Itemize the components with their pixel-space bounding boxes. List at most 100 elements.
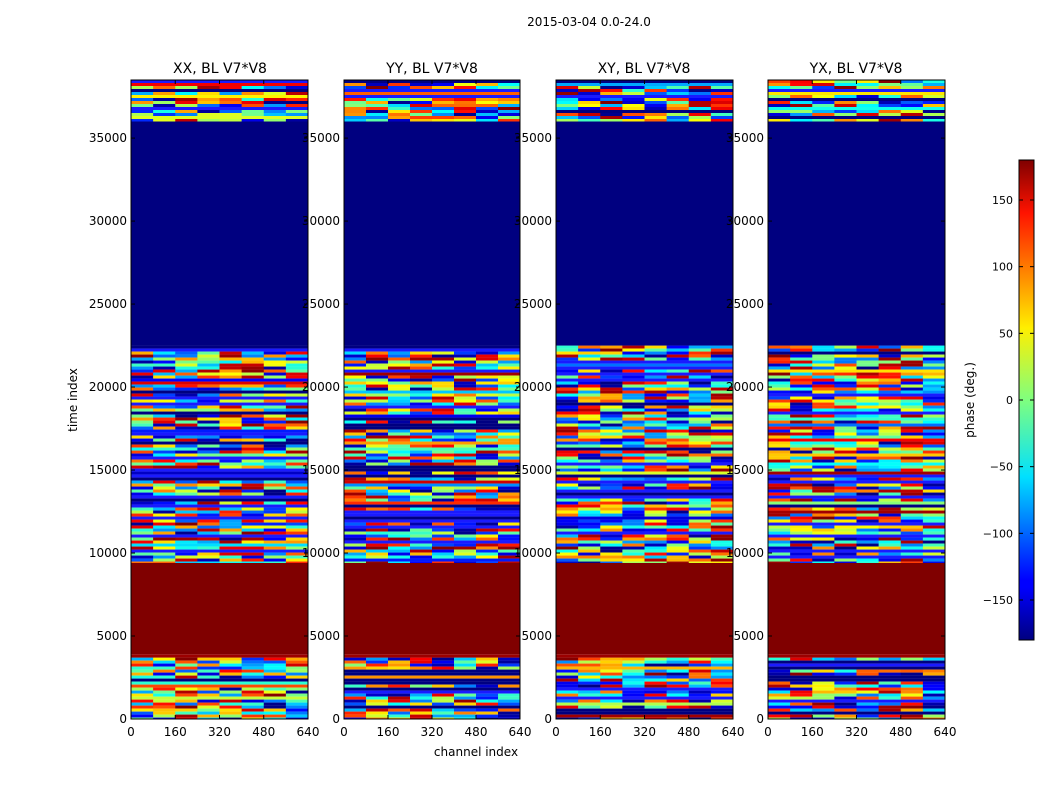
heatmap-cell (131, 369, 154, 373)
heatmap-cell (344, 107, 367, 110)
heatmap-cell (476, 86, 499, 89)
heatmap-cell (834, 119, 857, 122)
heatmap-cell (790, 363, 813, 367)
heatmap-cell (812, 492, 835, 496)
heatmap-cell (197, 705, 220, 709)
heatmap-cell (219, 702, 243, 706)
heatmap-cell (622, 675, 645, 679)
heatmap-cell (476, 702, 499, 706)
y-tick-label: 30000 (89, 214, 127, 228)
heatmap-cell (366, 666, 389, 670)
heatmap-cell (856, 459, 880, 463)
heatmap-row (131, 471, 308, 475)
heatmap-cell (366, 86, 389, 89)
heatmap-cell (241, 399, 265, 403)
heatmap-cell (834, 396, 857, 400)
heatmap-cell (768, 363, 791, 367)
panel-title-yx: YX, BL V7*V8 (809, 61, 903, 77)
heatmap-cell (768, 402, 791, 406)
heatmap-cell (366, 495, 389, 499)
heatmap-cell (600, 525, 623, 529)
heatmap-cell (454, 714, 477, 718)
heatmap-cell (498, 555, 521, 559)
heatmap-cell (710, 384, 734, 388)
heatmap-cell (498, 393, 521, 397)
heatmap-cell (856, 375, 880, 379)
heatmap-row (344, 675, 520, 679)
heatmap-cell (556, 369, 579, 373)
x-tick-label: 480 (677, 725, 700, 739)
heatmap-cell (175, 546, 198, 550)
heatmap-cell (197, 486, 220, 490)
heatmap-cell (666, 663, 690, 667)
heatmap-cell (219, 438, 243, 442)
heatmap-cell (710, 546, 734, 550)
heatmap-cell (856, 546, 880, 550)
heatmap-cell (644, 92, 668, 95)
heatmap-cell (578, 660, 601, 664)
heatmap-cell (710, 519, 734, 523)
heatmap-cell (710, 510, 734, 514)
heatmap-cell (790, 399, 813, 403)
heatmap-cell (476, 363, 499, 367)
heatmap-cell (285, 687, 309, 691)
heatmap-cell (476, 351, 499, 355)
heatmap-cell (644, 552, 668, 556)
heatmap-cell (600, 477, 623, 481)
heatmap-cell (432, 360, 455, 364)
heatmap-cell (834, 348, 857, 352)
heatmap-cell (688, 453, 712, 457)
heatmap-cell (197, 531, 220, 535)
heatmap-cell (812, 561, 835, 563)
heatmap-cell (600, 537, 623, 541)
heatmap-cell (388, 375, 411, 379)
heatmap-cell (388, 489, 411, 493)
heatmap-cell (476, 471, 499, 475)
heatmap-cell (432, 98, 455, 101)
heatmap-cell (710, 678, 734, 682)
heatmap-cell (344, 456, 367, 460)
heatmap-cell (498, 98, 521, 101)
heatmap-cell (922, 483, 946, 487)
heatmap-cell (644, 699, 668, 703)
heatmap-cell (812, 399, 835, 403)
heatmap-cell (219, 420, 243, 424)
heatmap-cell (622, 438, 645, 442)
heatmap-cell (834, 468, 857, 472)
heatmap-cell (175, 519, 198, 523)
heatmap-row (556, 95, 733, 98)
heatmap-cell (834, 104, 857, 107)
heatmap-cell (600, 675, 623, 679)
heatmap-cell (388, 411, 411, 415)
heatmap-cell (856, 113, 880, 116)
heatmap-cell (666, 423, 690, 427)
heatmap-cell (476, 486, 499, 490)
heatmap-cell (432, 438, 455, 442)
heatmap-cell (578, 456, 601, 460)
heatmap-cell (219, 417, 243, 421)
heatmap-cell (476, 408, 499, 412)
heatmap-cell (900, 444, 924, 448)
heatmap-cell (175, 483, 198, 487)
heatmap-cell (666, 101, 690, 104)
heatmap-cell (710, 89, 734, 92)
heatmap-cell (410, 522, 433, 526)
heatmap-cell (666, 435, 690, 439)
heatmap-row (768, 666, 945, 670)
heatmap-cell (241, 693, 265, 697)
heatmap-cell (410, 462, 433, 466)
heatmap-cell (622, 669, 645, 673)
heatmap-cell (922, 110, 946, 113)
heatmap-cell (856, 705, 880, 709)
heatmap-cell (834, 375, 857, 379)
heatmap-cell (241, 417, 265, 421)
heatmap-row (131, 678, 308, 682)
heatmap-cell (900, 363, 924, 367)
heatmap-cell (812, 432, 835, 436)
heatmap-cell (666, 459, 690, 463)
heatmap-cell (600, 348, 623, 352)
heatmap-cell (878, 83, 902, 86)
heatmap-cell (388, 552, 411, 556)
heatmap-yy (344, 80, 521, 719)
